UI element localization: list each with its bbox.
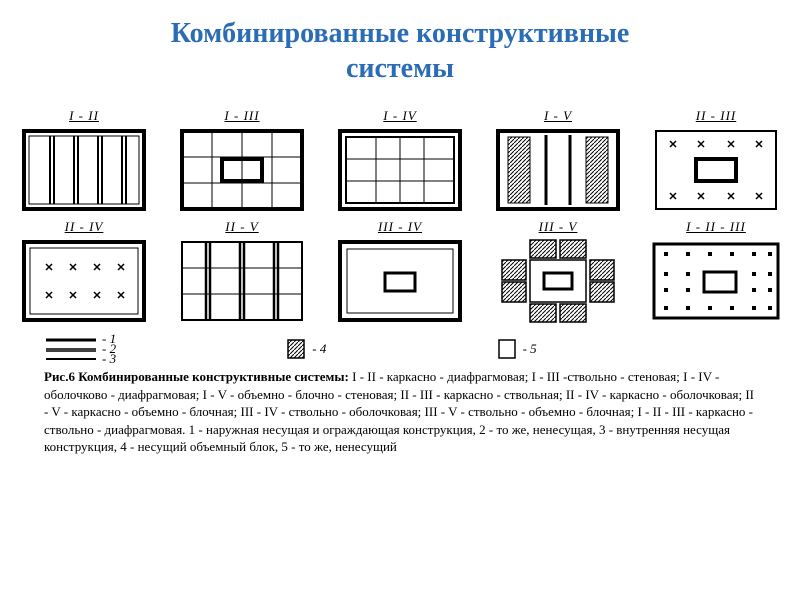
legend-4-icon <box>286 338 308 360</box>
legend-4-text: - 4 <box>312 341 326 357</box>
diagram-row-2: II - IV II - V <box>20 219 780 324</box>
legend-4: - 4 <box>286 338 326 360</box>
cell-i-v: I - V <box>494 108 622 213</box>
legend-5-text: - 5 <box>523 341 537 357</box>
label-ii-iv: II - IV <box>65 219 104 235</box>
legend-5: - 5 <box>497 338 537 360</box>
schematic-i-iii <box>178 127 306 213</box>
cell-i-ii: I - II <box>20 108 148 213</box>
schematic-i-ii <box>20 127 148 213</box>
schematic-i-iv <box>336 127 464 213</box>
label-i-iv: I - IV <box>383 108 416 124</box>
label-iii-v: III - V <box>539 219 578 235</box>
cell-iii-iv: III - IV <box>336 219 464 324</box>
schematic-i-ii-iii <box>652 238 780 324</box>
page-title: Комбинированные конструктивные системы <box>0 0 800 90</box>
label-i-iii: I - III <box>224 108 259 124</box>
schematic-iii-v <box>494 238 622 324</box>
figure-caption: Рис.6 Комбинированные конструктивные сис… <box>20 364 780 464</box>
legend-1-icon <box>44 334 98 364</box>
cell-ii-iii: II - III <box>652 108 780 213</box>
title-line-2: системы <box>346 53 454 84</box>
label-i-ii-iii: I - II - III <box>686 219 746 235</box>
label-iii-iv: III - IV <box>378 219 422 235</box>
cell-ii-v: II - V <box>178 219 306 324</box>
schematic-i-v <box>494 127 622 213</box>
label-i-ii: I - II <box>69 108 99 124</box>
legend: - 1 - 2 - 3 - 4 - 5 <box>20 330 780 364</box>
diagram-row-1: I - II I - III <box>20 108 780 213</box>
label-i-v: I - V <box>544 108 572 124</box>
legend-3-text: - 3 <box>102 354 116 364</box>
schematic-ii-iii <box>652 127 780 213</box>
schematic-ii-iv <box>20 238 148 324</box>
cell-i-ii-iii: I - II - III <box>652 219 780 324</box>
cell-i-iv: I - IV <box>336 108 464 213</box>
legend-1: - 1 - 2 - 3 <box>44 334 116 364</box>
schematic-ii-v <box>178 238 306 324</box>
cell-ii-iv: II - IV <box>20 219 148 324</box>
legend-5-icon <box>497 338 519 360</box>
label-ii-v: II - V <box>225 219 258 235</box>
title-line-1: Комбинированные конструктивные <box>171 18 630 49</box>
diagram-grid: I - II I - III <box>0 90 800 466</box>
schematic-iii-iv <box>336 238 464 324</box>
label-ii-iii: II - III <box>696 108 736 124</box>
caption-lead: Рис.6 Комбинированные конструктивные сис… <box>44 369 349 384</box>
cell-iii-v: III - V <box>494 219 622 324</box>
cell-i-iii: I - III <box>178 108 306 213</box>
